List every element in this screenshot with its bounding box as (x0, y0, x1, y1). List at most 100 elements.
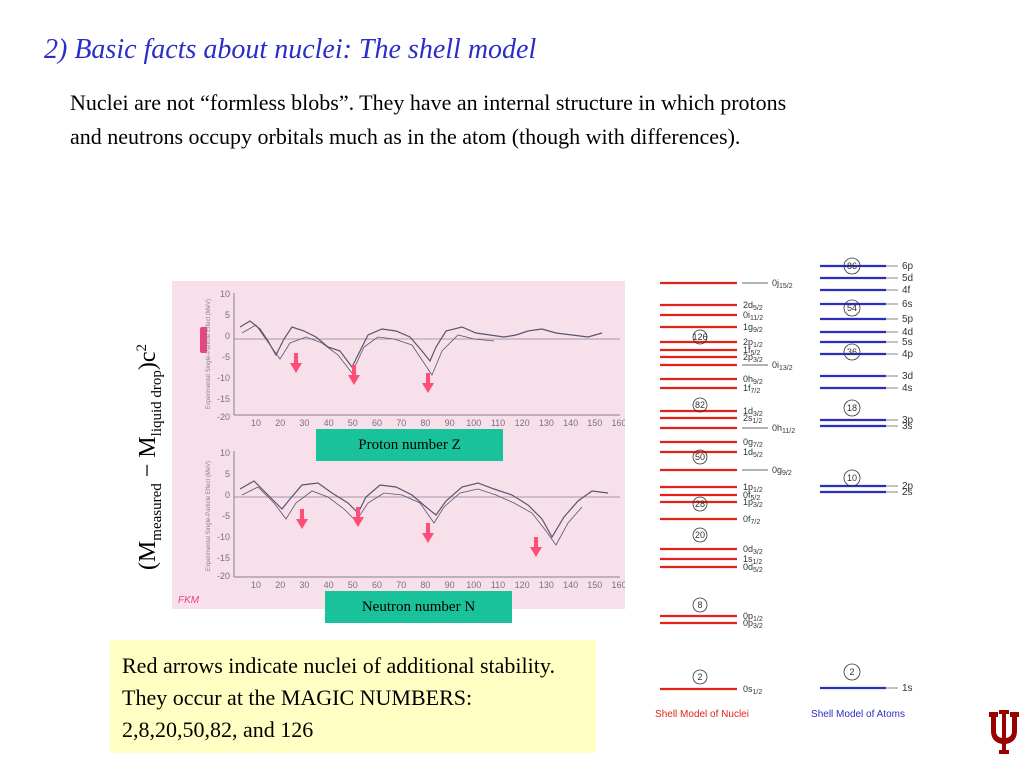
upper-axis-title: Experimental Single-Particle Effect (MeV… (206, 299, 212, 409)
tick-label: 90 (445, 418, 455, 428)
tick-label: 80 (420, 580, 430, 590)
proton-number-label: Proton number Z (316, 429, 503, 461)
tick-label: 40 (324, 580, 334, 590)
arrow-lower-1 (296, 509, 308, 529)
nuclei-intruder-labels: 0g9/2 0h11/2 0i13/2 0j15/2 (742, 278, 795, 477)
y-label-minus: − M (135, 436, 162, 484)
tick-label: 160 (611, 418, 625, 428)
tick-label: 110 (491, 418, 505, 428)
magic-number: 86 (847, 261, 857, 271)
magic-number: 10 (847, 473, 857, 483)
tick-label: 10 (220, 289, 230, 299)
signature-label: FKM (178, 595, 200, 606)
nuclei-caption: Shell Model of Nuclei (655, 709, 749, 720)
magic-number: 2 (697, 672, 702, 682)
magic-numbers-note: Red arrows indicate nuclei of additional… (110, 640, 596, 753)
tick-label: 10 (251, 580, 261, 590)
arrow-upper-1 (290, 353, 302, 373)
tick-label: -20 (217, 412, 230, 422)
tick-label: 20 (275, 580, 285, 590)
lower-axis-title: Experimental Single-Particle Effect (MeV… (206, 461, 212, 571)
atom-energy-levels (820, 264, 898, 690)
tick-label: 60 (372, 418, 382, 428)
tick-label: 60 (372, 580, 382, 590)
atom-level-label: 5s (902, 337, 913, 348)
magic-circle (843, 663, 861, 681)
tick-label: 130 (539, 418, 554, 428)
magic-number: 8 (697, 600, 702, 610)
y-axis-label: (Mmeasured − Mliquid drop)c2 (134, 344, 166, 570)
tick-label: 140 (563, 418, 578, 428)
atom-level-label: 5d (902, 273, 913, 284)
atom-level-label: 3s (902, 421, 913, 432)
atom-magic-numbers: 2 10 18 36 54 86 (843, 257, 861, 681)
magic-circle (692, 449, 708, 465)
atom-level-label: 2s (902, 487, 913, 498)
magic-number: 18 (847, 403, 857, 413)
magic-number: 82 (695, 400, 705, 410)
tick-label: 140 (563, 580, 578, 590)
tick-label: 150 (587, 580, 602, 590)
arrow-lower-3 (422, 523, 434, 543)
tick-label: 10 (251, 418, 261, 428)
tick-label: 120 (515, 418, 530, 428)
tick-label: -10 (217, 373, 230, 383)
magic-number: 50 (695, 452, 705, 462)
lower-magic-arrows (296, 507, 542, 557)
lower-data-curve (239, 480, 609, 539)
tick-label: 50 (348, 580, 358, 590)
atom-level-label: 6p (902, 261, 914, 272)
atom-level-label: 3d (902, 371, 913, 382)
tick-label: 5 (225, 469, 230, 479)
y-label-sub-liquid-drop: liquid drop (148, 370, 165, 437)
magic-circle (692, 496, 708, 512)
magic-number: 28 (695, 499, 705, 509)
arrow-lower-2 (352, 507, 364, 527)
atom-level-label: 2p (902, 481, 914, 492)
intruder-label: 0i13/2 (772, 360, 793, 372)
tick-label: 90 (445, 580, 455, 590)
tick-label: 160 (611, 580, 625, 590)
intro-paragraph: Nuclei are not “formless blobs”. They ha… (70, 90, 787, 149)
tick-label: -5 (222, 511, 230, 521)
magic-circle (843, 257, 861, 275)
magic-number: 54 (847, 303, 857, 313)
shell-model-diagram: 0s1/20p3/20p1/20d5/21s1/20d3/20f7/21p3/2… (655, 257, 914, 720)
tick-label: 100 (466, 580, 481, 590)
tick-label: 30 (299, 580, 309, 590)
tick-label: 100 (466, 418, 481, 428)
lower-y-tick-labels: 10 5 0 -5 -10 -15 -20 (217, 448, 230, 581)
slide-title: 2) Basic facts about nuclei: The shell m… (44, 34, 537, 65)
lower-x-tick-labels: 10 20 30 40 50 60 70 80 90 100 110 120 130 140 150 160 (251, 580, 625, 590)
magic-circle (692, 669, 708, 685)
magic-circle (692, 597, 708, 613)
magic-number: 36 (847, 347, 857, 357)
magic-circle (843, 299, 861, 317)
tick-label: -20 (217, 571, 230, 581)
upper-data-curve (239, 320, 603, 369)
tick-label: -15 (217, 553, 230, 563)
magic-circle (692, 329, 708, 345)
nuclei-level-labels: 0s1/20p3/20p1/20d5/21s1/20d3/20f7/21p3/2… (743, 300, 763, 696)
nuclei-level-label: 1g9/2 (743, 322, 763, 334)
tick-label: -5 (222, 352, 230, 362)
magic-circle (843, 399, 861, 417)
magic-circle (692, 397, 708, 413)
tick-label: -15 (217, 394, 230, 404)
intruder-label: 0g9/2 (772, 465, 792, 477)
upper-data-curve-2 (241, 324, 495, 376)
y-label-open: (M (135, 540, 162, 571)
tick-label: 120 (515, 580, 530, 590)
intruder-label: 0j15/2 (772, 278, 793, 290)
tick-label: 0 (225, 331, 230, 341)
atom-level-label: 5p (902, 314, 914, 325)
atom-level-label: 4s (902, 383, 913, 394)
arrow-upper-2 (348, 365, 360, 385)
y-label-close: )c (135, 351, 162, 371)
atom-level-label: 4p (902, 349, 914, 360)
upper-y-tick-labels: 10 5 0 -5 -10 -15 -20 (217, 289, 230, 422)
nuclei-level-label: 0f7/2 (743, 514, 760, 526)
tick-label: 70 (396, 580, 406, 590)
